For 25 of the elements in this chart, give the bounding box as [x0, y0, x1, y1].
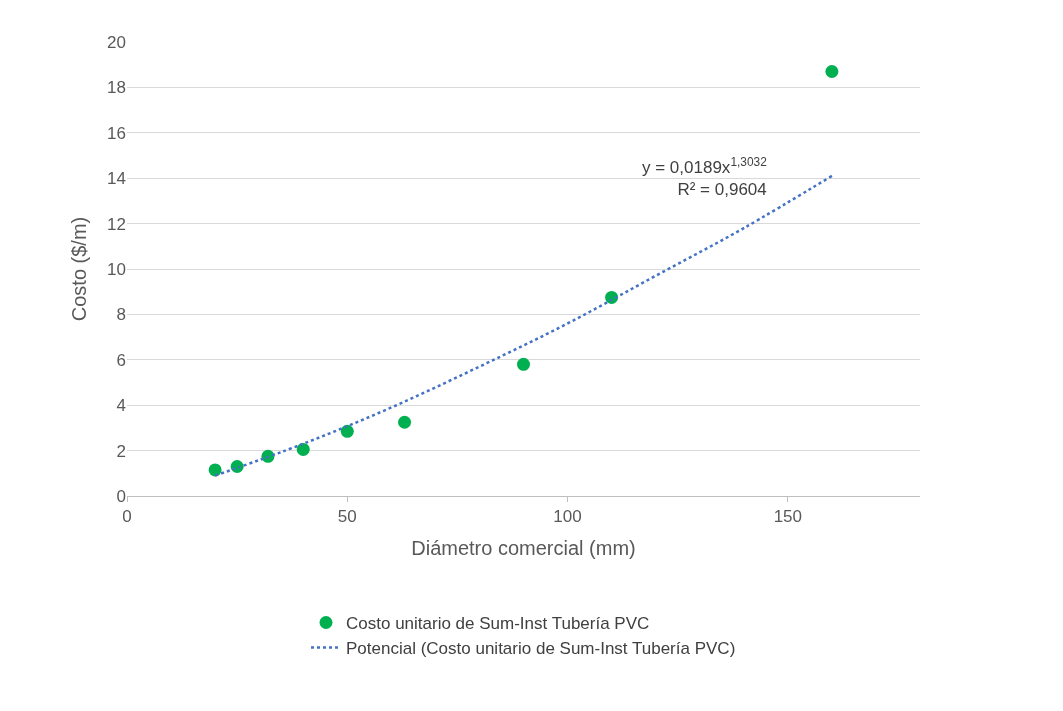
y-axis-title: Costo ($/m): [67, 216, 90, 322]
y-tick-label: 6: [116, 350, 126, 370]
x-tick-label: 50: [337, 507, 357, 527]
y-tick-label: 0: [116, 486, 126, 506]
point: [340, 424, 354, 438]
x-tick-label: 100: [553, 507, 582, 527]
annotation: y = 0,0189x$^{1,3032}$ R² = 0,9604: [642, 155, 768, 200]
y-tick-label: 14: [107, 169, 126, 189]
legend-label: Potencial (Costo unitario de Sum-Inst Tubería PVC): [346, 639, 736, 659]
x-tick-label: 150: [773, 507, 803, 527]
y-tick-label: 10: [107, 259, 126, 279]
point: [398, 415, 412, 429]
legend-label: Costo unitario de Sum-Inst Tubería PVC: [346, 614, 650, 634]
y-tick-label: 16: [107, 123, 126, 143]
point: [517, 357, 530, 371]
y-tick-label: 4: [116, 396, 126, 416]
y-tick-label: 18: [107, 78, 126, 98]
y-tick-label: 2: [116, 441, 126, 461]
point: [825, 65, 839, 78]
y-tick-label: 12: [107, 214, 126, 234]
point: [296, 442, 310, 456]
point: [208, 463, 222, 477]
x-axis-title: Diámetro comercial (mm): [411, 536, 636, 559]
y-tick-label: 8: [116, 305, 126, 325]
y-tick-label: 20: [107, 32, 126, 52]
